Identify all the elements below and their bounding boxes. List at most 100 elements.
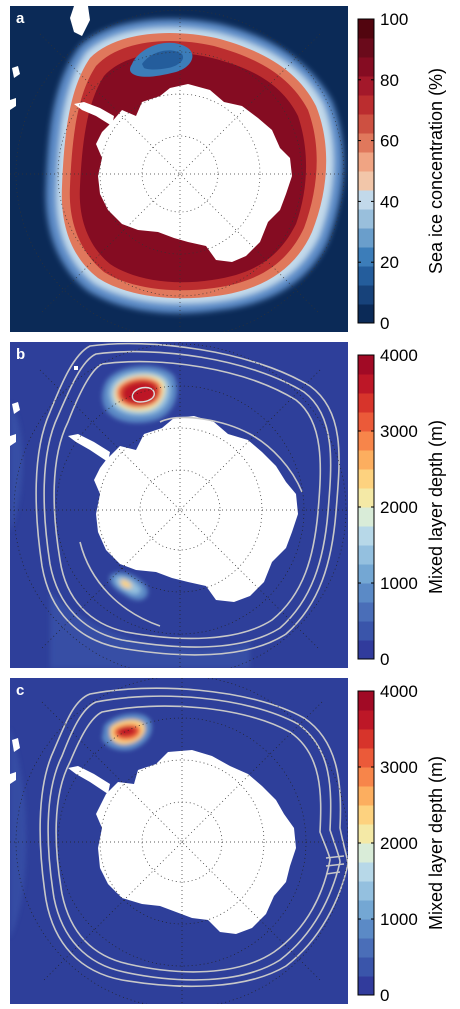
colorbar-swatch — [358, 729, 374, 749]
colorbar-swatch — [358, 450, 374, 470]
panel-c-label: c — [16, 682, 24, 699]
colorbar-swatch — [358, 691, 374, 711]
colorbar-swatch — [358, 228, 374, 248]
colorbar-tick-label: 1000 — [380, 910, 418, 929]
colorbar-tick-label: 2000 — [380, 498, 418, 517]
colorbar-c: 0 1000 2000 3000 4000 Mixed layer depth (m) — [357, 678, 458, 1005]
colorbar-swatch — [358, 114, 374, 134]
colorbar-c-title: Mixed layer depth (m) — [426, 756, 446, 930]
colorbar-a-swatches — [358, 19, 374, 324]
deep-convection-weddell — [102, 365, 178, 423]
island-marker — [74, 366, 78, 370]
panel-a-map: a — [10, 6, 348, 332]
colorbar-swatch — [358, 900, 374, 920]
antarctica-land — [96, 750, 296, 934]
colorbar-swatch — [358, 786, 374, 806]
colorbar-swatch — [358, 171, 374, 191]
colorbar-swatch — [358, 507, 374, 527]
antarctic-peninsula — [68, 434, 110, 462]
shallow-patch-2 — [50, 592, 250, 668]
colorbar-swatch — [358, 545, 374, 565]
colorbar-swatch — [358, 564, 374, 584]
colorbar-swatch — [358, 843, 374, 863]
mixed-layer-map-c: c — [10, 678, 348, 1004]
colorbar-swatch — [358, 266, 374, 286]
colorbar-a-svg: 0 20 40 60 80 100 Sea ice concentration (%) — [357, 10, 446, 333]
colorbar-b-svg: 0 1000 2000 3000 4000 Mixed layer depth (m) — [357, 346, 446, 669]
colorbar-tick-label: 80 — [380, 71, 399, 90]
small-island-left — [10, 738, 20, 784]
colorbar-b-ticks: 0 1000 2000 3000 4000 — [358, 346, 418, 669]
colorbar-swatch — [358, 393, 374, 413]
colorbar-swatch — [358, 431, 374, 451]
antarctica-land — [94, 416, 298, 602]
colorbar-swatch — [358, 881, 374, 901]
colorbar-swatch — [358, 957, 374, 977]
contours — [39, 687, 348, 988]
colorbar-swatch — [358, 57, 374, 77]
colorbar-swatch — [358, 304, 374, 324]
colorbar-swatch — [358, 152, 374, 172]
panel-b-map: b — [10, 342, 348, 668]
graticule — [10, 342, 348, 668]
colorbar-tick-label: 2000 — [380, 834, 418, 853]
small-island-left — [10, 402, 20, 446]
colorbar-swatch — [358, 824, 374, 844]
colorbar-swatch — [358, 285, 374, 305]
colorbar-swatch — [358, 862, 374, 882]
colorbar-a-ticks: 0 20 40 60 80 100 — [358, 10, 408, 333]
colorbar-tick-label: 40 — [380, 192, 399, 211]
colorbar-tick-label: 3000 — [380, 758, 418, 777]
contours — [35, 342, 340, 656]
deep-convection-weddell — [102, 713, 152, 751]
colorbar-tick-label: 0 — [380, 650, 389, 669]
colorbar-swatch — [358, 133, 374, 153]
polynya-core — [142, 50, 184, 70]
colorbar-a-frame — [357, 18, 375, 324]
colorbar-swatch — [358, 602, 374, 622]
panel-b-label: b — [16, 346, 25, 363]
south-america-tip — [70, 6, 90, 36]
convection-contour — [131, 386, 155, 403]
colorbar-swatch — [358, 938, 374, 958]
colorbar-swatch — [358, 976, 374, 996]
colorbar-c-svg: 0 1000 2000 3000 4000 Mixed layer depth (m) — [357, 682, 446, 1005]
mixed-layer-map-b: b — [10, 342, 348, 668]
colorbar-c-swatches — [358, 691, 374, 996]
colorbar-swatch — [358, 76, 374, 96]
colorbar-swatch — [358, 374, 374, 394]
colorbar-swatch — [358, 583, 374, 603]
colorbar-swatch — [358, 469, 374, 489]
deep-convection-ross — [109, 572, 148, 601]
panel-c-map: c — [10, 678, 348, 1004]
colorbar-swatch — [358, 95, 374, 115]
colorbar-swatch — [358, 767, 374, 787]
colorbar-swatch — [358, 355, 374, 375]
antarctic-peninsula — [68, 766, 110, 794]
graticule — [10, 6, 348, 332]
colorbar-tick-label: 0 — [380, 314, 389, 333]
colorbar-swatch — [358, 190, 374, 210]
shallow-patch — [10, 402, 23, 532]
antarctic-peninsula — [74, 102, 114, 126]
colorbar-tick-label: 1000 — [380, 574, 418, 593]
colorbar-swatch — [358, 640, 374, 660]
panel-a-label: a — [16, 10, 25, 27]
colorbar-a-title: Sea ice concentration (%) — [426, 68, 446, 274]
colorbar-tick-label: 20 — [380, 253, 399, 272]
colorbar-swatch — [358, 805, 374, 825]
small-island-left — [10, 66, 20, 110]
colorbar-swatch — [358, 621, 374, 641]
colorbar-swatch — [358, 488, 374, 508]
colorbar-swatch — [358, 209, 374, 229]
colorbar-tick-label: 4000 — [380, 682, 418, 701]
colorbar-swatch — [358, 919, 374, 939]
colorbar-swatch — [358, 247, 374, 267]
antarctica-land — [96, 84, 292, 262]
colorbar-swatch — [358, 38, 374, 58]
colorbar-a: 0 20 40 60 80 100 Sea ice concentration (%) — [357, 6, 458, 333]
colorbar-swatch — [358, 412, 374, 432]
sea-ice-map: a — [10, 6, 348, 332]
colorbar-swatch — [358, 19, 374, 39]
colorbar-b: 0 1000 2000 3000 4000 Mixed layer depth (m) — [357, 342, 458, 669]
